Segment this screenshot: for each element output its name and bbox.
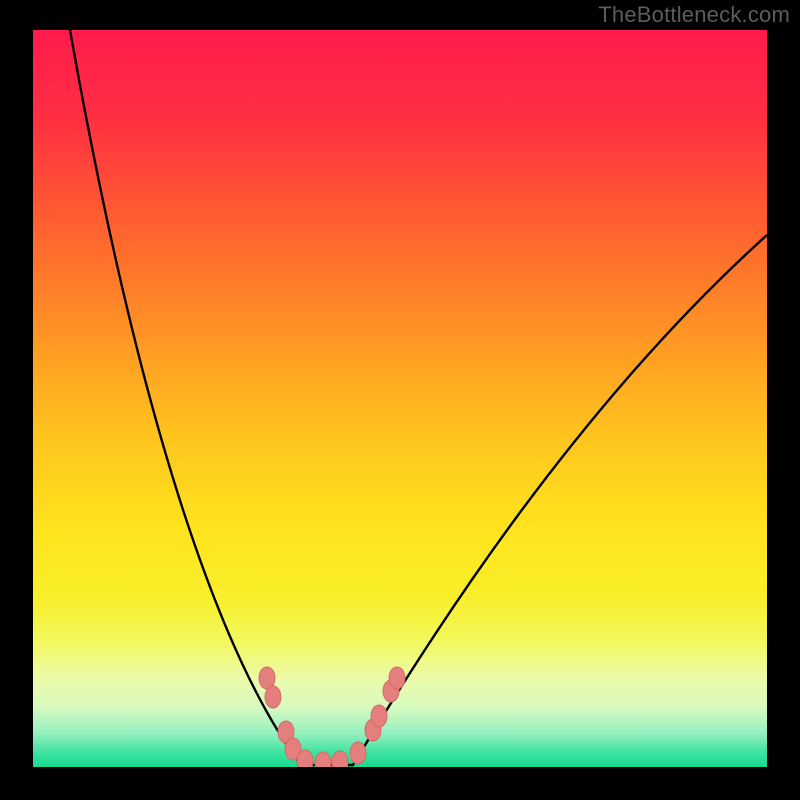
data-marker	[371, 705, 387, 727]
data-marker	[332, 751, 348, 767]
data-marker	[265, 686, 281, 708]
watermark-text: TheBottleneck.com	[598, 2, 790, 28]
chart-stage: TheBottleneck.com	[0, 0, 800, 800]
data-marker	[389, 667, 405, 689]
data-marker	[350, 742, 366, 764]
frame-bottom	[0, 767, 800, 800]
plot-area	[33, 30, 767, 767]
gradient-background	[33, 30, 767, 767]
frame-right	[767, 0, 800, 800]
data-marker	[297, 750, 313, 767]
frame-left	[0, 0, 33, 800]
